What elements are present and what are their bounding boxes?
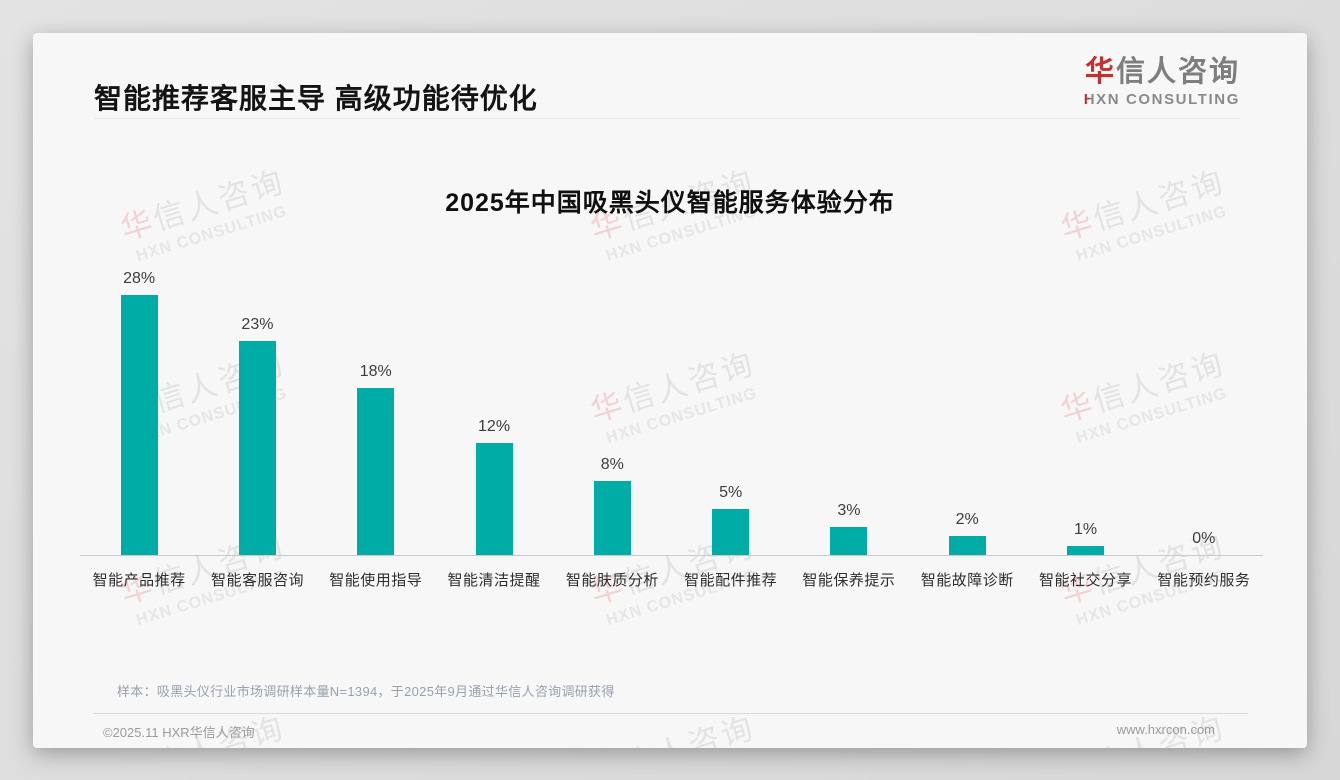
bar	[357, 387, 395, 555]
category-label: 智能保养提示	[802, 572, 896, 589]
bar-slot: 12%	[435, 418, 553, 555]
footer-copyright: ©2025.11 HXR华信人咨询	[103, 725, 255, 740]
category-label: 智能社交分享	[1039, 572, 1133, 589]
bar-value-label: 5%	[719, 483, 743, 501]
footer-website: www.hxrcon.com	[1116, 722, 1215, 737]
chart-title: 2025年中国吸黑头仪智能服务体验分布	[445, 189, 895, 217]
bar	[830, 527, 868, 555]
header-divider	[94, 118, 1240, 119]
watermark-english-text: HXN CONSULTING	[598, 747, 766, 748]
bar-value-label: 1%	[1073, 520, 1098, 538]
bar-value-label: 18%	[359, 362, 392, 380]
category-label: 智能肤质分析	[565, 572, 659, 589]
bar-slot: 23%	[198, 316, 316, 555]
bar-value-label: 8%	[600, 455, 624, 473]
bar	[593, 480, 631, 555]
bar-value-label: 0%	[1192, 530, 1216, 547]
bar-value-label: 12%	[478, 418, 511, 436]
category-label: 智能使用指导	[329, 572, 423, 589]
company-logo: 华信人咨询 HXN CONSULTING	[1083, 56, 1240, 109]
bar-value-label: 3%	[837, 502, 861, 520]
category-label: 智能故障诊断	[920, 572, 1014, 589]
logo-chinese-name: 华信人咨询	[1084, 56, 1240, 89]
watermark-english-text: HXN CONSULTING	[128, 747, 296, 748]
bar-slot: 5%	[671, 483, 789, 555]
bar-chart: 28% 23% 18% 12% 8% 5% 3% 2% 1% 0%	[80, 33, 1263, 555]
bar-value-label: 23%	[241, 316, 274, 334]
watermark-english-text: HXN CONSULTING	[1068, 747, 1236, 748]
bar-slot: 28%	[80, 270, 198, 555]
logo-english-first-letter: H	[1083, 90, 1097, 108]
bar-slot: 2%	[908, 511, 1026, 555]
slide-card: 华信人咨询 HXN CONSULTING 华信人咨询 HXN CONSULTING 华信…	[33, 33, 1307, 748]
bar	[475, 443, 513, 555]
category-label: 智能客服咨询	[210, 572, 304, 589]
bar-value-label: 28%	[123, 269, 156, 287]
bar-slot: 1%	[1026, 521, 1144, 555]
bar-value-label: 2%	[955, 511, 979, 529]
bar	[948, 536, 986, 555]
page-title: 智能推荐客服主导 高级功能待优化	[94, 83, 538, 114]
bar	[712, 508, 750, 555]
category-label: 智能清洁提醒	[447, 572, 541, 589]
category-axis: 智能产品推荐 智能客服咨询 智能使用指导 智能清洁提醒 智能肤质分析 智能配件推荐 智能保养…	[80, 569, 1263, 590]
bar	[120, 294, 158, 555]
x-axis-line	[80, 555, 1263, 556]
bar-slot: 0%	[1145, 530, 1263, 555]
logo-chinese-rest: 信人咨询	[1115, 56, 1240, 88]
category-label: 智能配件推荐	[684, 572, 778, 589]
bar-slot: 3%	[790, 502, 908, 555]
bar	[1067, 545, 1105, 555]
logo-english-rest: XN CONSULTING	[1096, 90, 1240, 108]
category-label: 智能预约服务	[1157, 572, 1251, 589]
logo-english-name: HXN CONSULTING	[1083, 90, 1240, 109]
bar	[238, 341, 276, 555]
logo-chinese-first-char: 华	[1084, 56, 1116, 88]
sample-note: 样本：吸黑头仪行业市场调研样本量N=1394，于2025年9月通过华信人咨询调研…	[117, 684, 615, 699]
footer-divider	[93, 713, 1248, 714]
category-label: 智能产品推荐	[92, 572, 186, 589]
bar-slot: 8%	[553, 456, 671, 555]
watermark-chinese-text: 华信人咨询	[619, 709, 760, 748]
bar-slot: 18%	[317, 363, 435, 555]
